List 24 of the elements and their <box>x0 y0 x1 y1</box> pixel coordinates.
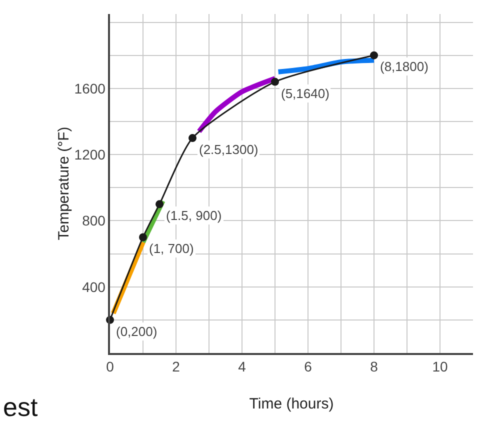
y-axis-title: Temperature (°F) <box>55 126 72 240</box>
x-axis-title: Time (hours) <box>249 396 334 412</box>
point <box>370 51 378 60</box>
y-tick-label: 800 <box>82 212 106 229</box>
point <box>156 200 164 208</box>
x-tick-label: 0 <box>106 358 114 375</box>
x-tick-label: 6 <box>304 358 312 375</box>
text: est <box>3 392 38 421</box>
annotation: (5,1640) <box>281 86 330 101</box>
x-tick-label: 10 <box>432 358 448 375</box>
point <box>139 233 147 242</box>
y-tick-label: 1600 <box>74 80 106 96</box>
point <box>271 78 279 86</box>
annotation: (1, 700) <box>149 241 194 256</box>
point <box>188 134 196 142</box>
annotation: (8,1800) <box>380 59 428 74</box>
annotation: (2.5,1300) <box>199 142 258 157</box>
x-tick-label: 4 <box>238 358 246 375</box>
annotation: (1.5, 900) <box>166 208 222 223</box>
x-tick-label: 2 <box>172 358 180 375</box>
y-tick-label: 400 <box>82 278 106 295</box>
x-tick-label: 8 <box>370 358 378 375</box>
y-tick-label: 1200 <box>74 146 106 162</box>
annotation: (0,200) <box>116 324 158 339</box>
